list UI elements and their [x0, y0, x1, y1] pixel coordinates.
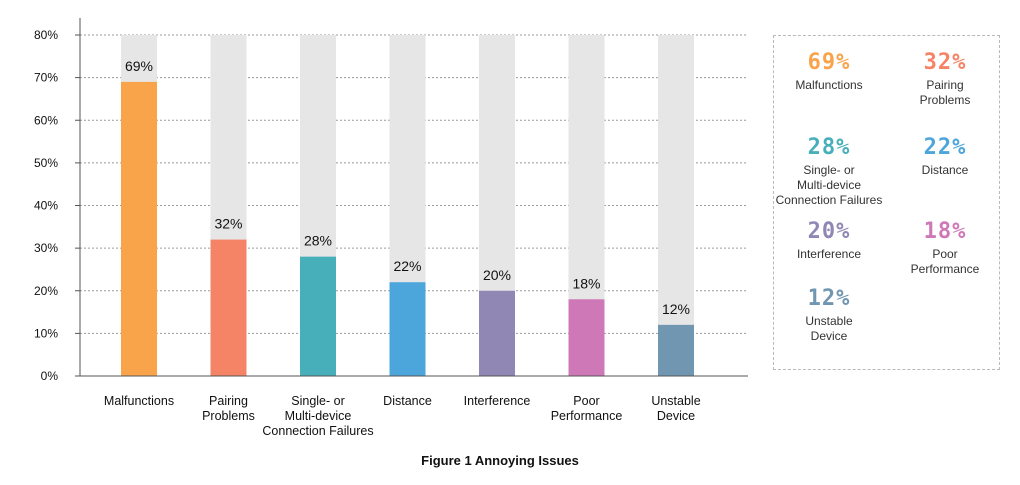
legend-label: Malfunctions [795, 78, 863, 92]
legend-item-malfunctions: 69% Malfunctions [774, 51, 884, 93]
data-bars [121, 81, 694, 376]
y-tick-label: 10% [34, 326, 58, 340]
legend-percent: 12% [807, 286, 851, 311]
category-label: Poor Performance [551, 394, 623, 423]
bar [300, 256, 336, 376]
legend-label: Single- or Multi-device Connection Failu… [775, 163, 883, 207]
y-tick-label: 80% [34, 28, 58, 42]
axes [79, 18, 748, 377]
legend-percent: 69% [807, 50, 851, 75]
data-label: 32% [214, 216, 242, 232]
y-tick-label: 0% [41, 369, 59, 383]
category-label: Pairing Problems [202, 394, 255, 423]
bar [658, 324, 694, 376]
bar [389, 282, 426, 376]
legend-item-distance: 22% Distance [890, 136, 1000, 178]
category-label: Distance [383, 394, 432, 408]
category-label: Interference [464, 394, 531, 408]
legend-item-pairing-problems: 32% Pairing Problems [890, 51, 1000, 108]
category-label: Malfunctions [104, 394, 174, 408]
figure-caption: Figure 1 Annoying Issues [421, 453, 579, 468]
legend-label: Poor Performance [910, 247, 980, 276]
data-label: 22% [393, 258, 421, 274]
data-label: 18% [572, 275, 600, 291]
legend-label: Pairing Problems [919, 78, 971, 107]
legend-item-poor-performance: 18% Poor Performance [890, 220, 1000, 277]
legend-label: Unstable Device [805, 314, 853, 343]
legend-percent: 32% [923, 50, 967, 75]
data-labels: 69% 32% 28% 22% 20% 18% 12% [125, 58, 690, 317]
y-tick-label: 70% [34, 71, 58, 85]
y-tick-label: 50% [34, 156, 58, 170]
y-tick-label: 30% [34, 241, 58, 255]
legend-percent: 18% [923, 219, 967, 244]
legend-item-interference: 20% Interference [774, 220, 884, 262]
y-tick-label: 60% [34, 113, 58, 127]
data-label: 12% [662, 301, 690, 317]
legend-item-unstable-device: 12% Unstable Device [774, 287, 884, 344]
legend-label: Interference [796, 247, 862, 261]
bar [121, 81, 157, 376]
y-tick-label: 20% [34, 284, 58, 298]
bar [479, 290, 515, 376]
category-label: Single- or Multi-device Connection Failure… [262, 394, 373, 438]
legend-percent: 20% [807, 219, 851, 244]
data-label: 28% [304, 233, 332, 249]
data-label: 20% [483, 267, 511, 283]
y-tick-label: 40% [34, 199, 58, 213]
data-label: 69% [125, 58, 153, 74]
bar-chart: 0% 10% 20% 30% 40% 50% 60% 70% 80% Malfunctions P… [34, 18, 748, 438]
legend-label: Distance [921, 163, 969, 177]
y-axis-tick-labels: 0% 10% 20% 30% 40% 50% 60% 70% 80% [34, 28, 58, 383]
bar [568, 299, 605, 376]
legend-item-connection-failures: 28% Single- or Multi-device Connection F… [774, 136, 884, 208]
legend-percent: 22% [923, 135, 967, 160]
legend-panel: 69% Malfunctions 32% Pairing Problems 28… [773, 35, 1000, 370]
category-label: Unstable Device [651, 394, 700, 423]
background-bar [658, 35, 694, 376]
legend-percent: 28% [807, 135, 851, 160]
bar [210, 239, 247, 376]
